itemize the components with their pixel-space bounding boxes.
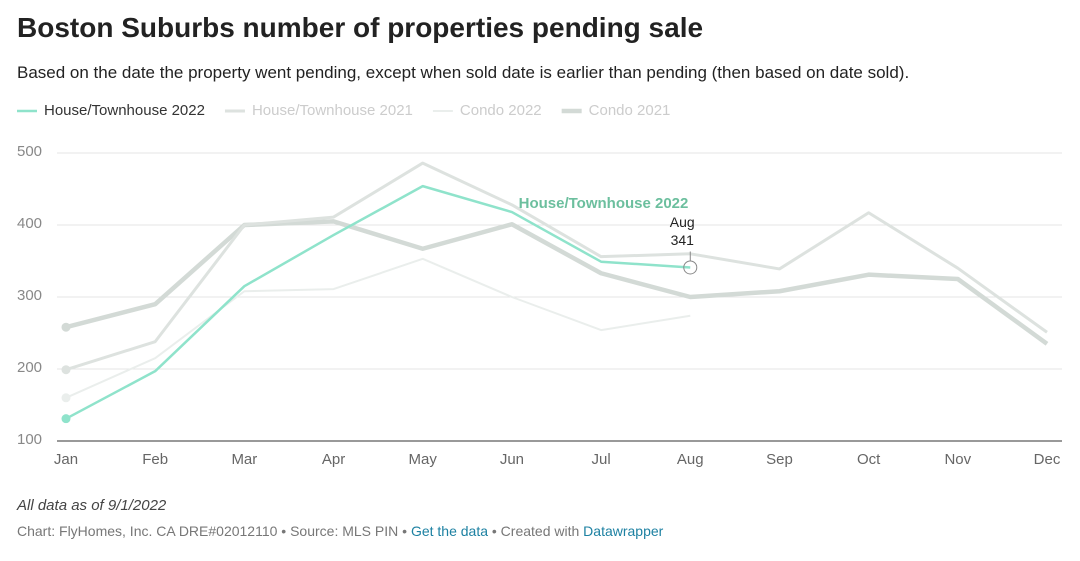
x-tick-label: Sep [766, 451, 793, 468]
series-line [65, 257, 691, 399]
chart-subtitle: Based on the date the property went pend… [17, 63, 910, 82]
x-tick-label: Feb [142, 451, 168, 468]
x-tick-label: Jul [591, 451, 610, 468]
x-tick-label: Jun [500, 451, 524, 468]
y-tick-label: 300 [17, 287, 42, 304]
start-dot [61, 365, 71, 375]
y-tick-label: 500 [17, 143, 42, 160]
x-tick-label: Oct [857, 451, 881, 468]
series-line [65, 219, 1049, 346]
start-dot [61, 322, 71, 332]
x-tick-label: May [409, 451, 438, 468]
footnote: All data as of 9/1/2022 [17, 497, 167, 514]
x-tick-label: Apr [322, 451, 345, 468]
annotation-value: 341 [671, 232, 695, 248]
legend-label: Condo 2022 [460, 102, 542, 119]
data-link[interactable]: Get the data [410, 523, 488, 539]
x-tick-label: Aug [677, 451, 704, 468]
x-tick-label: Dec [1034, 451, 1061, 468]
source: Chart: FlyHomes, Inc. CA DRE#02012110 • … [17, 523, 411, 539]
series-line [65, 184, 691, 420]
start-dot [61, 393, 71, 403]
legend-label: House/Townhouse 2021 [252, 102, 413, 119]
x-tick-label: Nov [944, 451, 971, 468]
chart-title: Boston Suburbs number of properties pend… [17, 12, 704, 43]
x-tick-label: Mar [231, 451, 257, 468]
legend-label: Condo 2021 [589, 102, 671, 119]
x-tick-label: Jan [54, 451, 78, 468]
separator: • Created with [488, 523, 584, 539]
series-label: House/Townhouse 2022 [519, 195, 689, 212]
legend-label: House/Townhouse 2022 [44, 102, 205, 119]
datawrapper-link[interactable]: Datawrapper [583, 523, 664, 539]
series-line [65, 161, 1048, 372]
start-dot [61, 414, 71, 424]
y-tick-label: 100 [17, 431, 42, 448]
y-tick-label: 400 [17, 215, 42, 232]
annotation-category: Aug [670, 214, 695, 230]
source-line: Chart: FlyHomes, Inc. CA DRE#02012110 • … [17, 523, 663, 539]
chart: House/Townhouse 2022 House/Townhouse 2021… [17, 102, 1062, 468]
y-tick-label: 200 [17, 359, 42, 376]
